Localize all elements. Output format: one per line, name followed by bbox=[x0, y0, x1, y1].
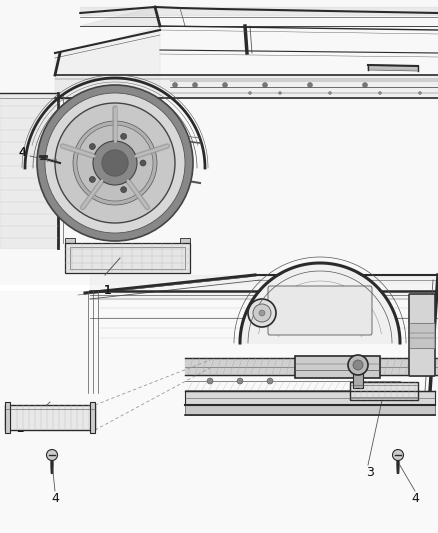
Circle shape bbox=[108, 106, 122, 120]
Circle shape bbox=[262, 83, 268, 87]
FancyBboxPatch shape bbox=[268, 286, 372, 335]
Circle shape bbox=[89, 176, 95, 182]
FancyBboxPatch shape bbox=[409, 294, 435, 376]
Text: 4: 4 bbox=[411, 491, 419, 505]
Circle shape bbox=[73, 121, 157, 205]
Polygon shape bbox=[90, 275, 438, 299]
Circle shape bbox=[102, 123, 107, 127]
Circle shape bbox=[363, 83, 367, 87]
Circle shape bbox=[86, 114, 94, 122]
Polygon shape bbox=[185, 391, 435, 405]
Bar bbox=[0, 291, 438, 533]
Circle shape bbox=[192, 83, 198, 87]
Circle shape bbox=[173, 83, 177, 87]
Circle shape bbox=[307, 83, 312, 87]
Circle shape bbox=[119, 115, 131, 127]
Circle shape bbox=[353, 360, 363, 370]
Polygon shape bbox=[185, 405, 435, 415]
Polygon shape bbox=[410, 323, 434, 348]
Bar bbox=[0, 0, 438, 285]
Circle shape bbox=[102, 150, 128, 176]
Polygon shape bbox=[55, 75, 438, 98]
Circle shape bbox=[77, 125, 153, 201]
Circle shape bbox=[279, 92, 282, 94]
Circle shape bbox=[120, 187, 127, 192]
Circle shape bbox=[37, 85, 193, 241]
Circle shape bbox=[140, 160, 146, 166]
Text: 1: 1 bbox=[104, 284, 112, 296]
Circle shape bbox=[267, 378, 273, 384]
Circle shape bbox=[100, 120, 110, 130]
Polygon shape bbox=[185, 358, 438, 375]
Text: 2: 2 bbox=[16, 422, 24, 434]
Polygon shape bbox=[55, 26, 160, 75]
Polygon shape bbox=[353, 365, 363, 388]
Polygon shape bbox=[90, 402, 95, 433]
Circle shape bbox=[378, 92, 381, 94]
Circle shape bbox=[328, 92, 332, 94]
Polygon shape bbox=[80, 7, 160, 26]
Polygon shape bbox=[242, 265, 398, 343]
Circle shape bbox=[248, 92, 251, 94]
Circle shape bbox=[348, 355, 368, 375]
Circle shape bbox=[93, 141, 137, 185]
Circle shape bbox=[253, 304, 271, 322]
Polygon shape bbox=[0, 93, 58, 248]
Polygon shape bbox=[368, 65, 418, 70]
Circle shape bbox=[418, 92, 421, 94]
Circle shape bbox=[248, 299, 276, 327]
Circle shape bbox=[223, 83, 227, 87]
Text: 4: 4 bbox=[18, 147, 26, 159]
Circle shape bbox=[207, 378, 213, 384]
Circle shape bbox=[45, 93, 185, 233]
Circle shape bbox=[112, 109, 119, 117]
Polygon shape bbox=[180, 238, 190, 243]
Circle shape bbox=[120, 133, 127, 139]
Text: 3: 3 bbox=[366, 466, 374, 480]
Circle shape bbox=[82, 110, 98, 126]
Polygon shape bbox=[5, 402, 10, 433]
FancyBboxPatch shape bbox=[350, 382, 418, 400]
Circle shape bbox=[55, 103, 175, 223]
Text: 4: 4 bbox=[18, 147, 26, 159]
Polygon shape bbox=[55, 75, 160, 101]
Circle shape bbox=[392, 449, 403, 461]
Text: 1: 1 bbox=[104, 284, 112, 296]
FancyBboxPatch shape bbox=[295, 356, 380, 378]
Circle shape bbox=[46, 449, 57, 461]
Polygon shape bbox=[65, 238, 75, 243]
Polygon shape bbox=[5, 405, 95, 430]
Text: 4: 4 bbox=[51, 491, 59, 505]
Circle shape bbox=[122, 118, 128, 124]
Polygon shape bbox=[65, 243, 190, 273]
Circle shape bbox=[89, 143, 95, 150]
Circle shape bbox=[259, 310, 265, 316]
Circle shape bbox=[237, 378, 243, 384]
